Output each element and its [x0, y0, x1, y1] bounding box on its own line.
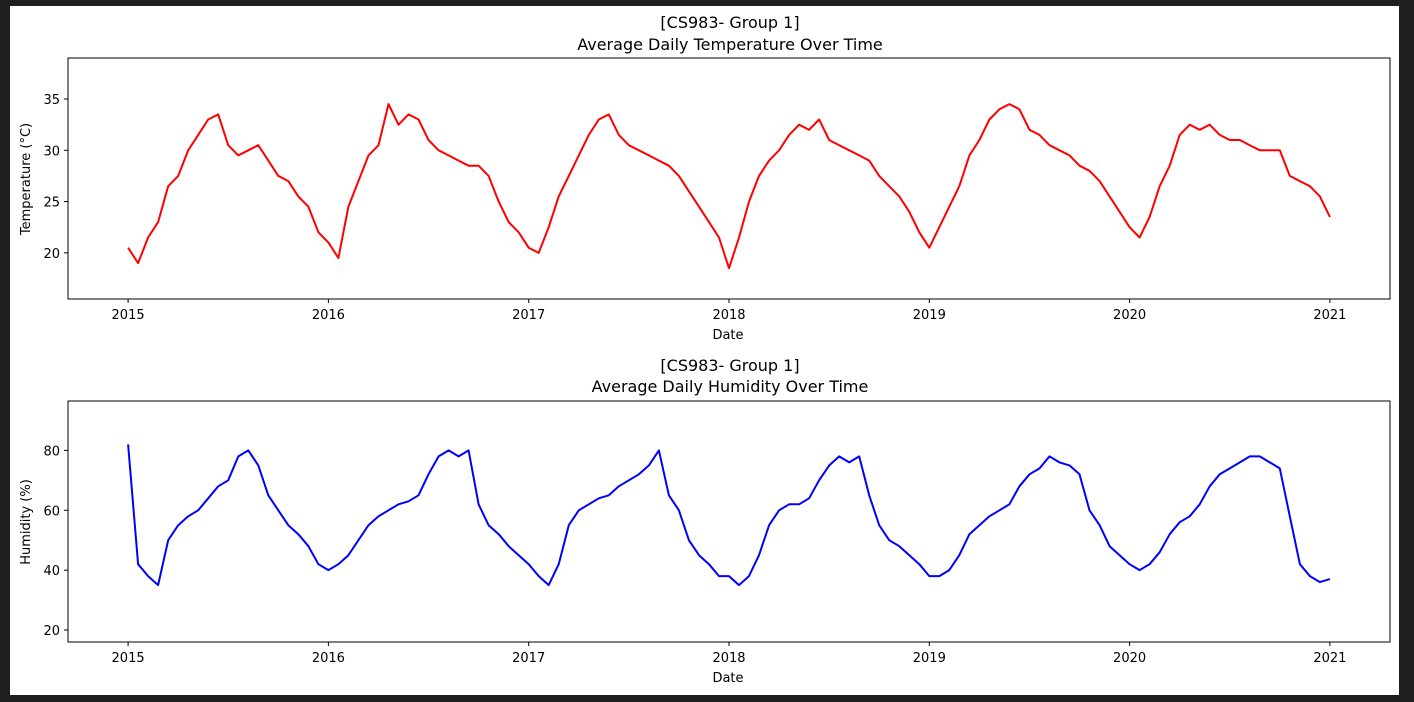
- humidity-y-tick-label: 60: [43, 504, 60, 519]
- temperature-chart-title-line1: [CS983- Group 1]: [660, 13, 799, 32]
- humidity-chart-title-line2: Average Daily Humidity Over Time: [592, 377, 869, 396]
- temperature-y-tick-label: 25: [43, 196, 60, 211]
- figure-canvas: [CS983- Group 1] Average Daily Temperatu…: [19, 13, 1391, 686]
- temperature-x-tick-label: 2015: [112, 308, 145, 323]
- humidity-chart-title-line1: [CS983- Group 1]: [660, 356, 799, 375]
- humidity-y-axis-label: Humidity (%): [19, 479, 34, 565]
- temperature-y-axis-label: Temperature (°C): [19, 123, 34, 236]
- temperature-x-tick-label: 2021: [1313, 308, 1346, 323]
- temperature-y-ticks: 20 25 30 35: [43, 93, 68, 262]
- humidity-y-tick-label: 20: [43, 624, 60, 639]
- temperature-x-tick-label: 2017: [512, 308, 545, 323]
- humidity-plot-frame: [67, 400, 1391, 643]
- humidity-x-tick-label: 2020: [1113, 651, 1146, 666]
- humidity-x-tick-label: 2019: [913, 651, 946, 666]
- humidity-x-ticks: 2015 2016 2017 2018 2019 2020 2021: [112, 642, 1346, 666]
- temperature-chart: [CS983- Group 1] Average Daily Temperatu…: [19, 13, 1391, 343]
- figure: [CS983- Group 1] Average Daily Temperatu…: [10, 6, 1399, 695]
- humidity-chart: [CS983- Group 1] Average Daily Humidity …: [19, 356, 1391, 686]
- humidity-x-axis-label: Date: [712, 671, 743, 686]
- temperature-x-axis-label: Date: [712, 328, 743, 343]
- humidity-x-tick-label: 2017: [512, 651, 545, 666]
- humidity-series-line: [127, 444, 1331, 587]
- temperature-x-tick-label: 2018: [712, 308, 745, 323]
- temperature-x-tick-label: 2016: [312, 308, 345, 323]
- humidity-y-tick-label: 80: [43, 444, 60, 459]
- humidity-x-tick-label: 2015: [112, 651, 145, 666]
- humidity-y-tick-label: 40: [43, 564, 60, 579]
- humidity-x-tick-label: 2018: [712, 651, 745, 666]
- temperature-x-tick-label: 2020: [1113, 308, 1146, 323]
- temperature-chart-title-line2: Average Daily Temperature Over Time: [577, 35, 883, 54]
- humidity-x-tick-label: 2016: [312, 651, 345, 666]
- temperature-plot-frame: [67, 57, 1391, 300]
- temperature-y-tick-label: 20: [43, 247, 60, 262]
- temperature-y-tick-label: 35: [43, 93, 60, 108]
- temperature-series-line: [127, 103, 1331, 270]
- temperature-y-tick-label: 30: [43, 144, 60, 159]
- humidity-x-tick-label: 2021: [1313, 651, 1346, 666]
- temperature-x-ticks: 2015 2016 2017 2018 2019 2020 2021: [112, 299, 1346, 323]
- humidity-y-ticks: 20 40 60 80: [43, 444, 68, 639]
- temperature-x-tick-label: 2019: [913, 308, 946, 323]
